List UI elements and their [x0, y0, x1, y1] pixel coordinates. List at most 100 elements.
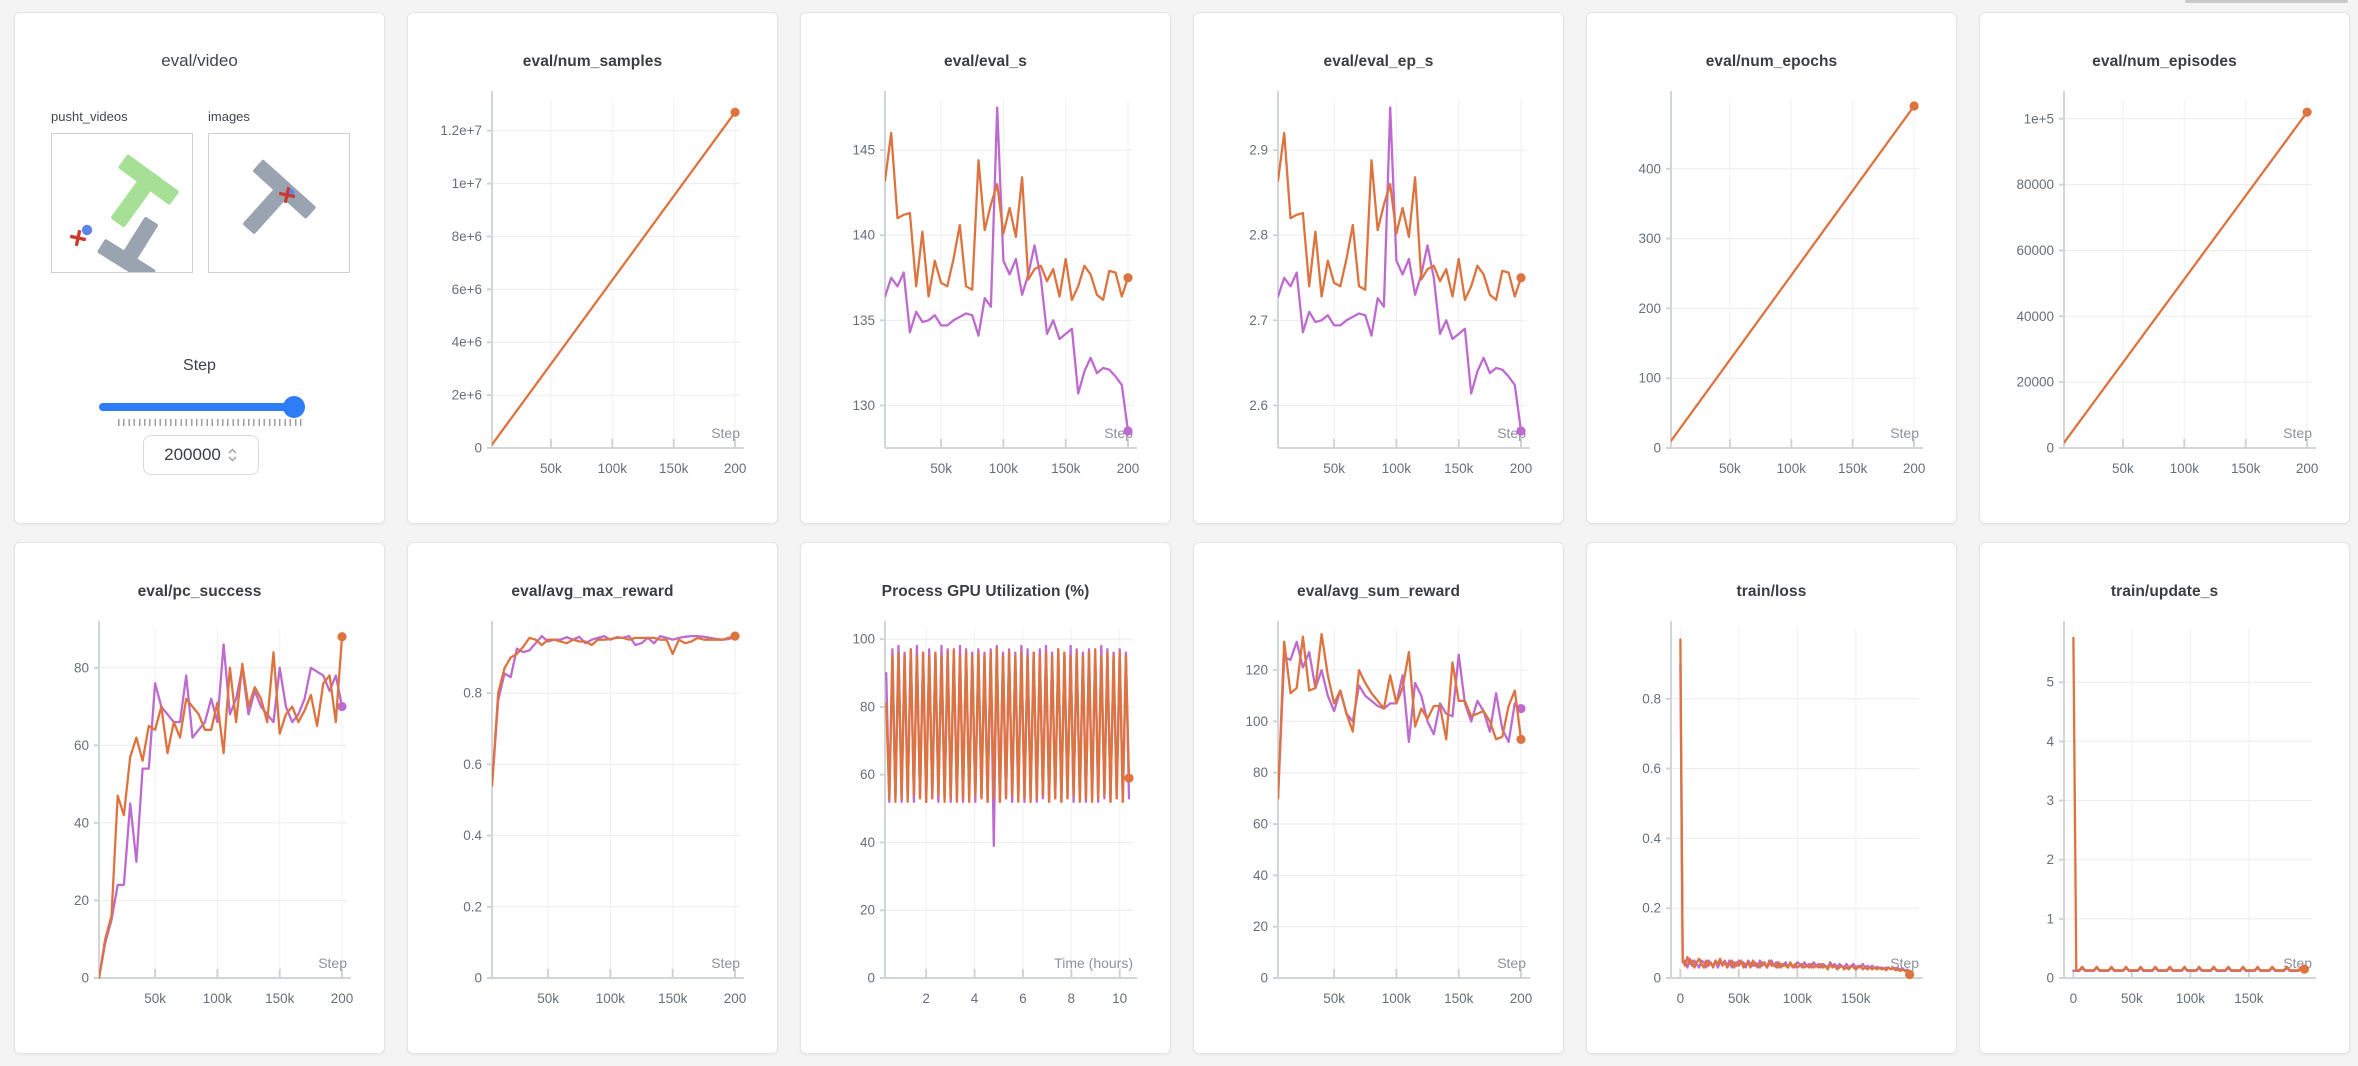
svg-text:200: 200 — [724, 461, 747, 476]
panel-eval-eval-s: eval/eval_s 130 135 140 145 50k 100k 150k 200 St… — [800, 12, 1171, 524]
svg-text:0: 0 — [2070, 991, 2078, 1006]
svg-text:135: 135 — [852, 313, 875, 328]
svg-text:100k: 100k — [989, 461, 1019, 476]
svg-text:50k: 50k — [540, 461, 562, 476]
gray-t-shape — [243, 159, 316, 234]
svg-text:50k: 50k — [1719, 461, 1741, 476]
panel-eval-num-samples: eval/num_samples 0 2e+6 4e+6 6e+6 8e+6 1e+7 1.… — [407, 12, 778, 524]
svg-text:2: 2 — [2046, 852, 2054, 867]
svg-text:200: 200 — [1117, 461, 1140, 476]
svg-text:145: 145 — [852, 143, 875, 158]
svg-text:0.4: 0.4 — [1642, 831, 1661, 846]
svg-text:0: 0 — [2046, 441, 2054, 456]
svg-text:120: 120 — [1245, 663, 1268, 678]
chart-title: Process GPU Utilization (%) — [881, 583, 1090, 600]
step-slider[interactable] — [99, 396, 305, 418]
svg-text:40: 40 — [860, 835, 875, 850]
chart-title: eval/num_episodes — [2092, 53, 2237, 70]
svg-text:0: 0 — [1677, 991, 1685, 1006]
green-t-shape — [111, 154, 179, 228]
agent-dot — [81, 224, 93, 236]
svg-text:1.2e+7: 1.2e+7 — [440, 123, 482, 138]
svg-text:50k: 50k — [537, 991, 559, 1006]
svg-text:0: 0 — [474, 971, 482, 986]
svg-text:200: 200 — [724, 991, 747, 1006]
chart-title: eval/eval_s — [944, 53, 1027, 70]
svg-text:3: 3 — [2046, 793, 2054, 808]
x-axis-label: Step — [2283, 425, 2312, 441]
chart-canvas-eval-num-epochs[interactable]: 0 100 200 300 400 50k 100k 150k 200 Step — [1587, 77, 1957, 517]
svg-text:20: 20 — [74, 893, 89, 908]
chart-canvas-eval-avg-max-reward[interactable]: 0 0.2 0.4 0.6 0.8 50k 100k 150k 200 Step — [408, 607, 778, 1047]
svg-text:10: 10 — [1112, 991, 1127, 1006]
panel-eval-num-epochs: eval/num_epochs 0 100 200 300 400 50k 100k 150k… — [1586, 12, 1957, 524]
svg-text:100: 100 — [1245, 714, 1268, 729]
top-scroll-artifact — [2185, 0, 2348, 3]
chart-canvas-eval-num-episodes[interactable]: 0 20000 40000 60000 80000 1e+5 50k 100k 150k 200 S… — [1980, 77, 2350, 517]
svg-text:50k: 50k — [2112, 461, 2134, 476]
svg-text:50k: 50k — [2121, 991, 2143, 1006]
svg-text:150k: 150k — [2234, 991, 2264, 1006]
svg-text:150k: 150k — [1841, 991, 1871, 1006]
svg-text:1: 1 — [2046, 911, 2054, 926]
svg-text:0.8: 0.8 — [1642, 691, 1661, 706]
chart-title: eval/num_epochs — [1705, 53, 1838, 70]
svg-text:150k: 150k — [659, 461, 689, 476]
chart-canvas-eval-pc-success[interactable]: 0 20 40 60 80 50k 100k 150k 200 Step — [15, 607, 385, 1047]
svg-text:100k: 100k — [2170, 461, 2200, 476]
step-slider-thumb[interactable] — [283, 396, 305, 418]
svg-text:400: 400 — [1638, 161, 1661, 176]
svg-text:300: 300 — [1638, 231, 1661, 246]
svg-text:100k: 100k — [1382, 461, 1412, 476]
svg-text:100k: 100k — [598, 461, 628, 476]
panel-eval-pc-success: eval/pc_success 0 20 40 60 80 50k 100k 150k 200 S… — [14, 542, 385, 1054]
svg-text:1e+5: 1e+5 — [2024, 111, 2054, 126]
panel-process-gpu-utilization-: Process GPU Utilization (%) 0 20 40 60 80 100… — [800, 542, 1171, 1054]
chart-title: train/loss — [1736, 583, 1807, 600]
svg-text:0.8: 0.8 — [463, 686, 482, 701]
x-axis-label: Step — [711, 955, 740, 971]
chart-canvas-eval-num-samples[interactable]: 0 2e+6 4e+6 6e+6 8e+6 1e+7 1.2e+7 50k 100k 150k 20… — [408, 77, 778, 517]
pusht-video-thumbnail[interactable] — [51, 133, 193, 273]
svg-text:4: 4 — [2046, 734, 2054, 749]
svg-text:200: 200 — [2296, 461, 2319, 476]
svg-text:150k: 150k — [1051, 461, 1081, 476]
svg-text:100: 100 — [1638, 371, 1661, 386]
chart-canvas-train-loss[interactable]: 0 0.2 0.4 0.6 0.8 0 50k 100k 150k Step — [1587, 607, 1957, 1047]
panel-train-loss: train/loss 0 0.2 0.4 0.6 0.8 0 50k 100k 150k Step — [1586, 542, 1957, 1054]
svg-text:150k: 150k — [265, 991, 295, 1006]
svg-text:0.2: 0.2 — [1642, 901, 1661, 916]
chart-canvas-process-gpu-utilization-[interactable]: 0 20 40 60 80 100 2 4 6 8 10 Time (hours) — [801, 607, 1171, 1047]
step-input[interactable]: 200000 — [143, 435, 259, 475]
svg-text:200: 200 — [1638, 301, 1661, 316]
images-thumbnail[interactable] — [208, 133, 350, 273]
svg-text:200: 200 — [331, 991, 354, 1006]
svg-text:0: 0 — [1653, 441, 1661, 456]
svg-text:40: 40 — [1253, 868, 1268, 883]
svg-text:140: 140 — [852, 228, 875, 243]
svg-text:100k: 100k — [2176, 991, 2206, 1006]
svg-text:0: 0 — [1653, 971, 1661, 986]
svg-text:0: 0 — [474, 441, 482, 456]
stepper-arrows-icon[interactable] — [227, 446, 238, 464]
svg-text:20: 20 — [1253, 919, 1268, 934]
svg-text:60: 60 — [1253, 817, 1268, 832]
svg-text:80: 80 — [74, 660, 89, 675]
svg-text:2e+6: 2e+6 — [452, 388, 482, 403]
svg-text:60: 60 — [860, 767, 875, 782]
svg-text:2.6: 2.6 — [1249, 398, 1268, 413]
svg-text:20: 20 — [860, 903, 875, 918]
svg-text:50k: 50k — [144, 991, 166, 1006]
chart-canvas-eval-avg-sum-reward[interactable]: 0 20 40 60 80 100 120 50k 100k 150k 200 Step — [1194, 607, 1564, 1047]
svg-text:0: 0 — [81, 971, 89, 986]
panel-eval-avg-sum-reward: eval/avg_sum_reward 0 20 40 60 80 100 120 50k 10… — [1193, 542, 1564, 1054]
step-value[interactable]: 200000 — [164, 445, 221, 464]
svg-text:2: 2 — [922, 991, 930, 1006]
chart-title: eval/avg_sum_reward — [1296, 583, 1461, 600]
x-axis-label: Step — [1890, 425, 1919, 441]
panel-train-update-s: train/update_s 0 1 2 3 4 5 0 50k 100k 150k Step — [1979, 542, 2350, 1054]
media-panel-title: eval/video — [161, 51, 238, 70]
